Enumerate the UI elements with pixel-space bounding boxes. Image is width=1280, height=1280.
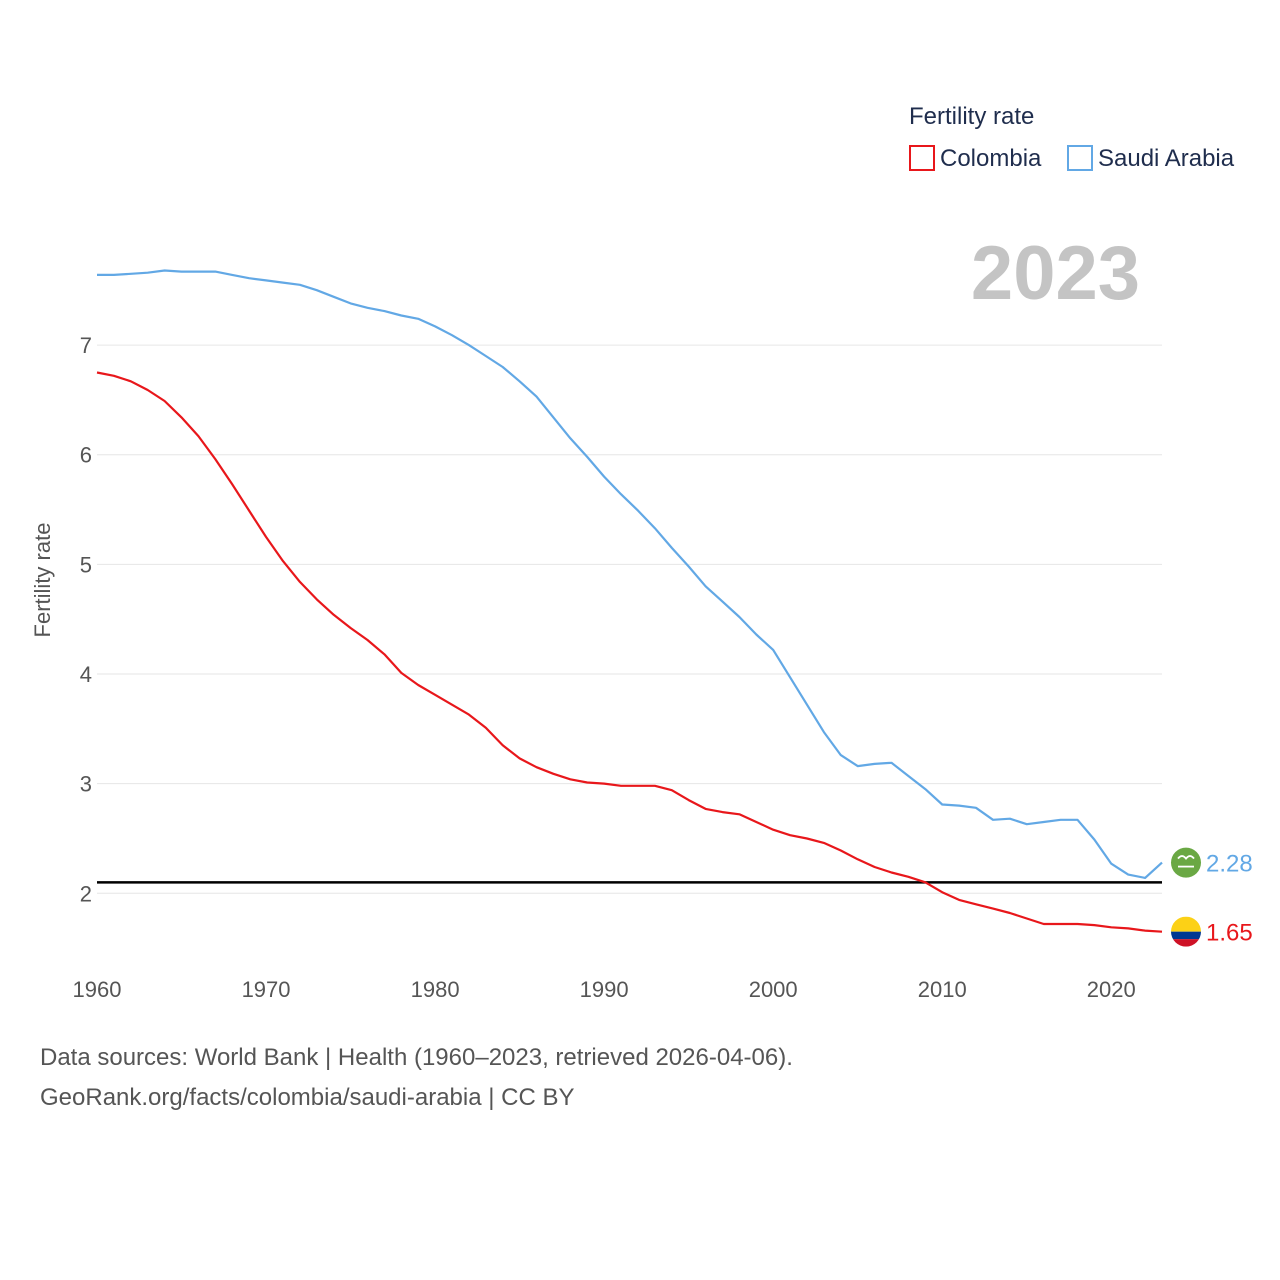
x-tick-label-2020: 2020 [1087, 977, 1136, 1002]
y-tick-label-7: 7 [80, 333, 92, 358]
x-tick-label-1990: 1990 [580, 977, 629, 1002]
flag-icon-saudi-arabia [1171, 847, 1201, 878]
gridlines [97, 344, 1162, 894]
legend-swatch-colombia [909, 145, 935, 171]
x-tick-label-1960: 1960 [73, 977, 122, 1002]
y-tick-label-2: 2 [80, 881, 92, 906]
legend-label-saudi-arabia: Saudi Arabia [1098, 145, 1235, 172]
end-markers: 1.65 2.28 [1171, 847, 1253, 947]
x-tick-label-1980: 1980 [411, 977, 460, 1002]
y-axis-title: Fertility rate [30, 523, 55, 638]
x-tick-label-2010: 2010 [918, 977, 967, 1002]
y-tick-label-3: 3 [80, 772, 92, 797]
source-url[interactable]: GeoRank.org/facts/colombia/saudi-arabia … [40, 1084, 575, 1111]
x-axis-ticks: 1960 1970 1980 1990 2000 2010 2020 [73, 977, 1136, 1002]
legend-swatch-saudi-arabia [1067, 145, 1093, 171]
y-tick-label-5: 5 [80, 552, 92, 577]
y-tick-label-6: 6 [80, 443, 92, 468]
year-display: 2023 [971, 231, 1140, 316]
legend-title: Fertility rate [909, 103, 1034, 130]
x-tick-label-1970: 1970 [242, 977, 291, 1002]
y-tick-label-4: 4 [80, 662, 92, 687]
y-axis-ticks: 2 3 4 5 6 7 [80, 333, 92, 906]
series-line-saudi-arabia [97, 269, 1163, 880]
series-lines [96, 269, 1163, 933]
flag-icon-colombia [1171, 916, 1201, 947]
legend-label-colombia: Colombia [940, 145, 1042, 172]
source-line: Data sources: World Bank | Health (1960–… [40, 1044, 793, 1071]
x-tick-label-2000: 2000 [749, 977, 798, 1002]
end-label-saudi-arabia: 2.28 [1206, 851, 1253, 878]
legend: Fertility rate Colombia Saudi Arabia [909, 103, 1235, 172]
series-line-colombia [96, 371, 1163, 933]
end-label-colombia: 1.65 [1206, 920, 1253, 947]
